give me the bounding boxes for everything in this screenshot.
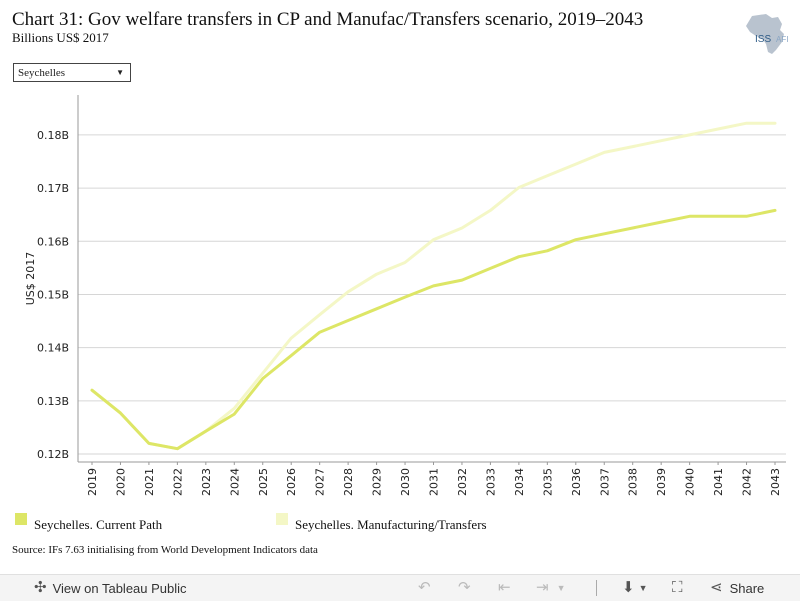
x-tick-label: 2022 [171, 468, 184, 496]
africa-map-icon [746, 14, 784, 54]
country-filter-value: Seychelles [18, 67, 66, 79]
y-tick-label: 0.13B [37, 395, 69, 408]
x-tick-label: 2030 [399, 468, 412, 496]
y-tick-label: 0.17B [37, 182, 69, 195]
logo-text-accent: AFI [776, 35, 788, 44]
redo-button[interactable]: ↷ [458, 580, 471, 596]
view-on-tableau-label: View on Tableau Public [52, 580, 187, 596]
x-tick-label: 2029 [371, 468, 384, 496]
x-tick-label: 2028 [342, 468, 355, 496]
download-button[interactable]: ⬇ ▼ [622, 580, 648, 596]
y-tick-label: 0.16B [37, 235, 69, 248]
y-tick-label: 0.14B [37, 342, 69, 355]
download-icon: ⬇ [622, 579, 635, 596]
x-tick-label: 2025 [257, 468, 270, 496]
chart-title: Chart 31: Gov welfare transfers in CP an… [12, 9, 644, 30]
y-tick-label: 0.18B [37, 129, 69, 142]
refresh-icon: ⇥ [536, 579, 549, 596]
fullscreen-icon: ⛶ [672, 579, 683, 596]
view-on-tableau-link[interactable]: ✣ View on Tableau Public [34, 580, 187, 596]
undo-icon: ↶ [418, 579, 431, 596]
x-tick-label: 2041 [712, 468, 725, 496]
tableau-toolbar: ✣ View on Tableau Public ↶ ↷ ⇤ ⇥ ▼ ⬇ ▼ ⛶ ⋖… [0, 574, 800, 601]
chevron-down-icon: ▼ [116, 68, 124, 77]
line-chart: 0.12B 0.13B 0.14B 0.15B 0.16B 0.17B 0.18B 2019 2… [24, 95, 786, 496]
undo-button[interactable]: ↶ [418, 580, 431, 596]
redo-icon: ↷ [458, 579, 471, 596]
series-line-current-path [90, 208, 777, 451]
x-tick-label: 2021 [143, 468, 156, 496]
x-tick-label: 2027 [314, 468, 327, 496]
fullscreen-button[interactable]: ⛶ [672, 580, 683, 596]
x-tick-label: 2024 [228, 468, 241, 496]
x-tick-label: 2036 [570, 468, 583, 496]
x-tick-label: 2026 [285, 468, 298, 496]
x-tick-label: 2039 [655, 468, 668, 496]
legend-label-manufacturing: Seychelles. Manufacturing/Transfers [295, 517, 487, 532]
legend-swatch-manufacturing [276, 513, 288, 525]
x-tick-label: 2033 [484, 468, 497, 496]
x-tick-label: 2043 [769, 468, 782, 496]
x-tick-label: 2037 [598, 468, 611, 496]
x-tick-label: 2038 [627, 468, 640, 496]
tableau-icon: ✣ [34, 579, 47, 596]
y-axis-label: US$ 2017 [24, 252, 37, 306]
x-tick-label: 2042 [741, 468, 754, 496]
legend-swatch-current-path [15, 513, 27, 525]
refresh-chevron-down-icon: ▼ [556, 583, 566, 593]
x-tick-label: 2032 [456, 468, 469, 496]
download-chevron-down-icon: ▼ [638, 583, 648, 593]
x-tick-label: 2023 [200, 468, 213, 496]
x-tick-label: 2020 [114, 468, 127, 496]
x-tick-label: 2040 [684, 468, 697, 496]
logo-text: ISS [755, 34, 771, 45]
x-tick-label: 2031 [428, 468, 441, 496]
source-note: Source: IFs 7.63 initialising from World… [12, 544, 318, 556]
x-tick-label: 2034 [513, 468, 526, 496]
share-button[interactable]: ⋖ Share [710, 580, 764, 596]
y-tick-label: 0.15B [37, 288, 69, 301]
y-tick-label: 0.12B [37, 448, 69, 461]
revert-icon: ⇤ [498, 579, 511, 596]
share-icon: ⋖ [710, 579, 723, 596]
share-label: Share [729, 580, 765, 596]
x-tick-label: 2035 [541, 468, 554, 496]
chart-subtitle: Billions US$ 2017 [12, 30, 109, 45]
refresh-button[interactable]: ⇥ ▼ [536, 580, 566, 596]
iss-africa-logo: ISS AFI [746, 14, 788, 54]
legend-label-current-path: Seychelles. Current Path [34, 517, 163, 532]
country-filter-dropdown[interactable]: Seychelles ▼ [13, 63, 131, 82]
toolbar-divider [596, 580, 597, 596]
x-tick-label: 2019 [86, 468, 99, 496]
revert-button[interactable]: ⇤ [498, 580, 511, 596]
